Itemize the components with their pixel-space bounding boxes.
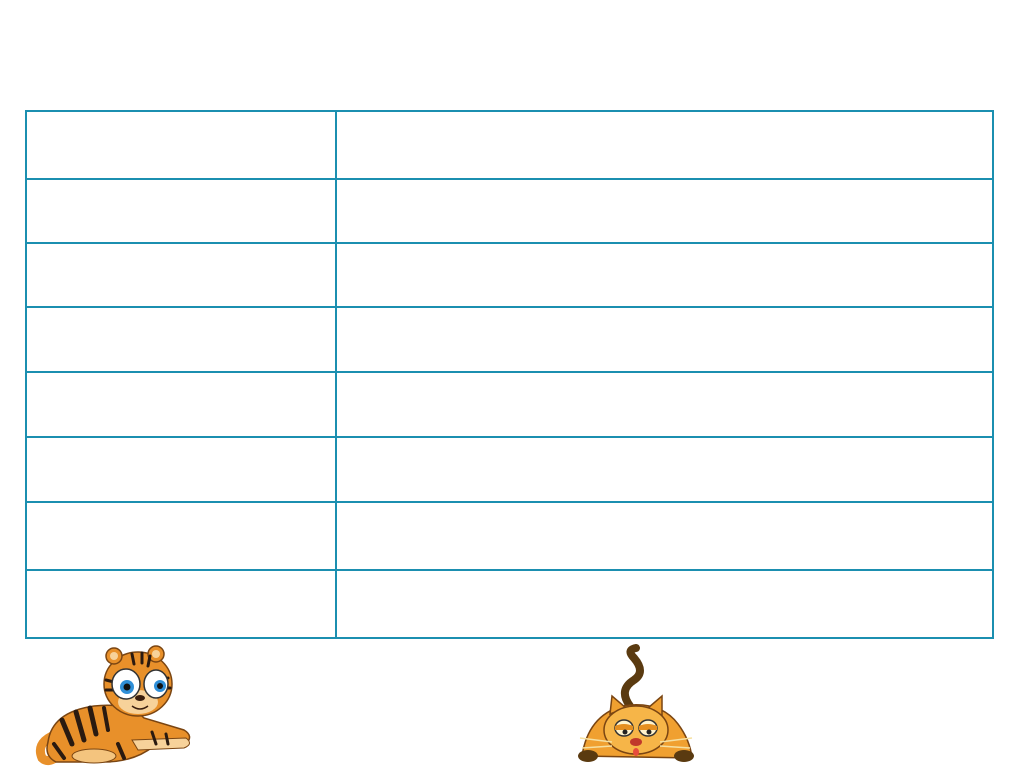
table-cell-right[interactable]: [335, 569, 994, 639]
table-cell-left[interactable]: [25, 569, 337, 639]
table-cell-left[interactable]: [25, 178, 337, 244]
table-cell-left[interactable]: [25, 242, 337, 308]
table-row: [25, 242, 994, 308]
table-cell-left[interactable]: [25, 110, 337, 180]
table-cell-right[interactable]: [335, 306, 994, 373]
table-row: [25, 501, 994, 571]
table-row: [25, 371, 994, 438]
table-cell-left[interactable]: [25, 436, 337, 503]
table-cell-left[interactable]: [25, 306, 337, 373]
table-cell-right[interactable]: [335, 436, 994, 503]
table-cell-right[interactable]: [335, 110, 994, 180]
table-cell-left[interactable]: [25, 371, 337, 438]
empty-table: [25, 110, 994, 639]
tiger-icon: [35, 645, 191, 766]
table-cell-left[interactable]: [25, 501, 337, 571]
table-row: [25, 178, 994, 244]
table-cell-right[interactable]: [335, 178, 994, 244]
table-cell-right[interactable]: [335, 501, 994, 571]
table-cell-right[interactable]: [335, 371, 994, 438]
table-row: [25, 110, 994, 180]
table-row: [25, 436, 994, 503]
table-cell-right[interactable]: [335, 242, 994, 308]
table-row: [25, 569, 994, 639]
table-row: [25, 306, 994, 373]
cat-icon: [578, 644, 694, 762]
